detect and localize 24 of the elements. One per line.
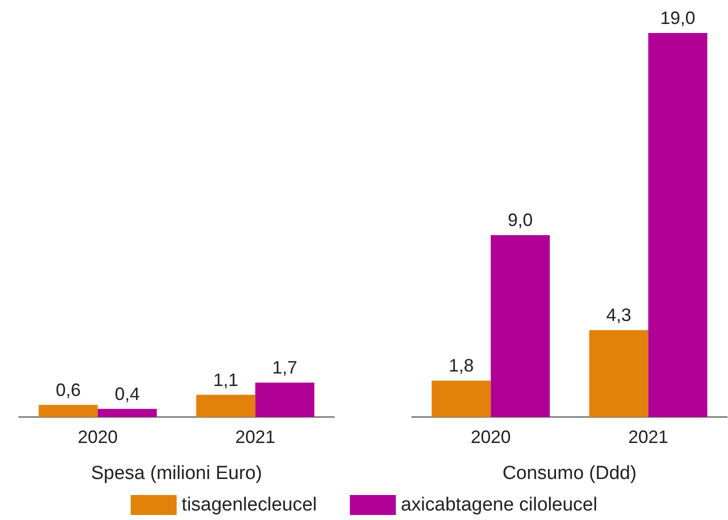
x-axis-title: Spesa (milioni Euro): [90, 463, 262, 484]
data-label: 0,4: [114, 384, 140, 404]
x-tick-label: 2020: [78, 427, 118, 447]
bar: [648, 33, 708, 417]
bar: [98, 408, 157, 417]
legend-label: axicabtagene ciloleucel: [400, 494, 598, 516]
x-tick-label: 2021: [628, 427, 668, 447]
bar: [490, 235, 550, 417]
x-tick-label: 2021: [235, 427, 276, 447]
data-label: 4,3: [606, 305, 632, 326]
data-label: 19,0: [660, 8, 696, 28]
bar: [38, 404, 98, 417]
data-label: 1,1: [213, 370, 238, 390]
bar: [196, 394, 256, 417]
data-label: 1,7: [272, 358, 298, 378]
bar: [589, 330, 648, 417]
x-axis-title: Consumo (Ddd): [502, 463, 637, 484]
data-label: 9,0: [508, 210, 533, 230]
x-tick-label: 2020: [470, 427, 511, 447]
bar: [255, 382, 314, 417]
data-label: 0,6: [56, 380, 81, 400]
bar: [432, 380, 491, 417]
data-label: 1,8: [448, 356, 474, 376]
legend-label: tisagenlecleucel: [182, 494, 317, 516]
